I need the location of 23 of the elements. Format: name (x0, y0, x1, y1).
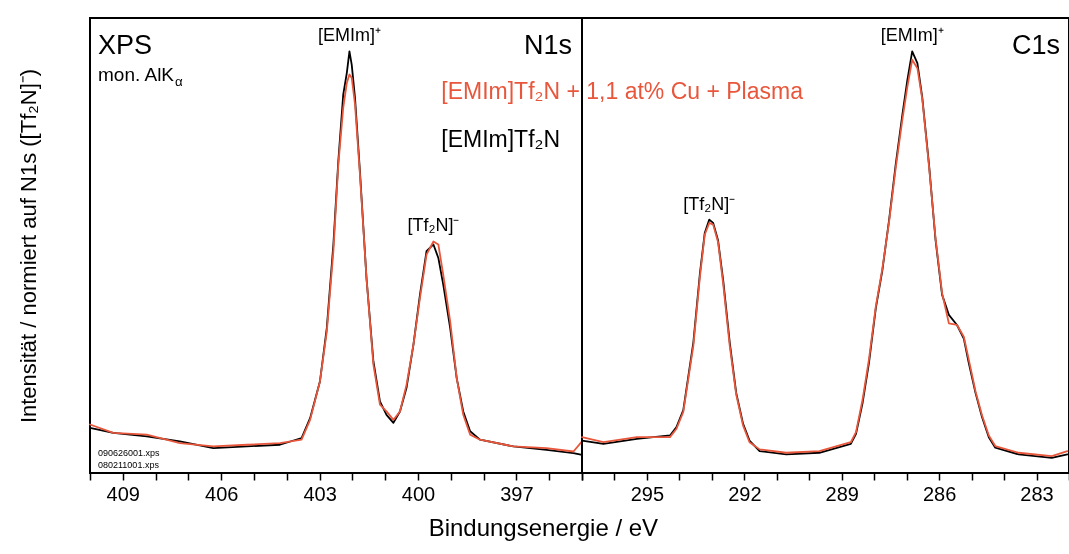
x-tick-label: 289 (825, 482, 859, 505)
x-tick-label: 409 (106, 482, 140, 505)
text: [EMIm]Tf₂N (441, 125, 561, 152)
x-tick-label: 406 (205, 482, 239, 505)
annotation: 080211001.xps (98, 460, 160, 470)
x-tick-label: 295 (630, 482, 665, 505)
annotation: [Tf₂N]⁻ (407, 215, 460, 236)
x-tick-label: 283 (1020, 482, 1054, 505)
annotation: 090626001.xps (98, 448, 161, 458)
annotation: XPS (98, 30, 153, 60)
x-axis-title: Bindungsenergie / eV (428, 514, 659, 541)
x-tick-label: 400 (401, 482, 436, 505)
x-tick-label: 403 (303, 482, 337, 505)
annotation: N1s (523, 30, 572, 60)
x-tick-label: 397 (500, 482, 534, 505)
annotation: [Tf₂N]⁻ (683, 193, 736, 214)
annotation: C1s (1011, 30, 1060, 60)
x-tick-label: 286 (922, 482, 957, 505)
annotation: [EMIm]⁺ (317, 25, 381, 46)
x-tick-label: 292 (728, 482, 762, 505)
y-axis-title: Intensität / normiert auf N1s ([Tf₂N]⁻) (15, 68, 41, 424)
text: [EMIm]Tf₂N + 1,1 at% Cu + Plasma (441, 77, 804, 104)
annotation: [EMIm]⁺ (880, 25, 944, 46)
